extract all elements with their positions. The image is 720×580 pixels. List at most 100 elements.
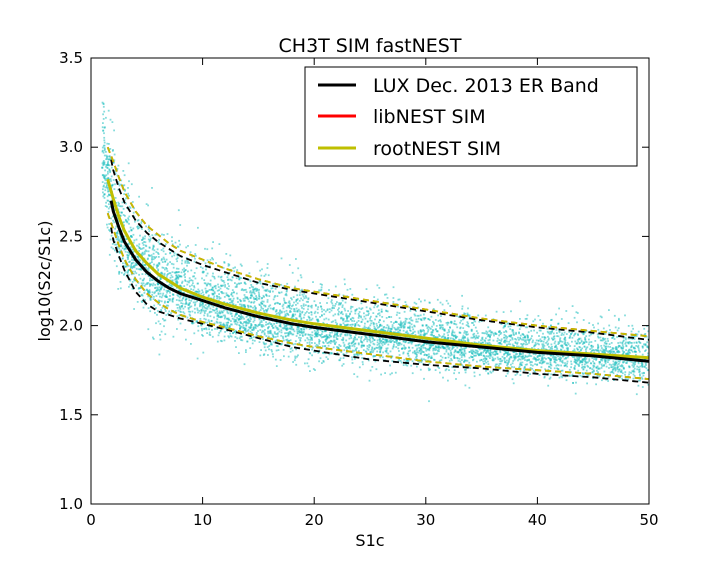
scatter-point bbox=[108, 223, 111, 225]
scatter-point bbox=[485, 358, 488, 361]
scatter-point bbox=[609, 346, 611, 348]
scatter-point bbox=[307, 308, 309, 311]
scatter-point bbox=[165, 258, 168, 261]
scatter-point bbox=[354, 336, 356, 339]
scatter-point bbox=[243, 332, 246, 335]
scatter-point bbox=[621, 350, 624, 352]
scatter-point bbox=[153, 304, 156, 307]
scatter-point bbox=[572, 356, 574, 358]
scatter-point bbox=[319, 283, 322, 285]
scatter-point bbox=[329, 331, 331, 334]
scatter-point bbox=[417, 344, 420, 347]
scatter-point bbox=[371, 366, 374, 368]
scatter-point bbox=[410, 342, 413, 345]
scatter-point bbox=[119, 287, 122, 290]
scatter-point bbox=[230, 335, 233, 338]
scatter-point bbox=[147, 307, 150, 309]
scatter-point bbox=[286, 343, 289, 346]
scatter-point bbox=[132, 259, 135, 261]
scatter-point bbox=[545, 362, 548, 365]
scatter-point bbox=[118, 184, 121, 187]
scatter-point bbox=[494, 333, 497, 335]
scatter-point bbox=[647, 354, 649, 357]
scatter-point bbox=[173, 252, 176, 254]
scatter-point bbox=[257, 282, 260, 284]
scatter-point bbox=[127, 218, 130, 221]
scatter-point bbox=[370, 320, 373, 322]
scatter-point bbox=[637, 347, 640, 350]
scatter-point bbox=[206, 307, 209, 310]
scatter-point bbox=[108, 158, 111, 161]
scatter-point bbox=[467, 313, 469, 316]
scatter-point bbox=[495, 310, 498, 313]
scatter-point bbox=[381, 344, 384, 347]
scatter-point bbox=[543, 375, 546, 378]
scatter-point bbox=[194, 301, 197, 304]
scatter-point bbox=[176, 245, 179, 248]
scatter-point bbox=[354, 357, 356, 360]
scatter-point bbox=[587, 361, 589, 364]
scatter-point bbox=[448, 359, 451, 362]
scatter-point bbox=[107, 211, 110, 213]
scatter-point bbox=[265, 335, 268, 337]
scatter-point bbox=[585, 357, 588, 360]
scatter-point bbox=[290, 324, 292, 327]
scatter-point bbox=[600, 345, 603, 347]
scatter-point bbox=[257, 324, 260, 326]
scatter-point bbox=[176, 328, 178, 330]
scatter-point bbox=[423, 318, 426, 321]
scatter-point bbox=[421, 330, 424, 332]
scatter-point bbox=[409, 309, 412, 312]
scatter-point bbox=[334, 313, 337, 316]
scatter-point bbox=[404, 336, 407, 339]
scatter-point bbox=[232, 299, 234, 302]
scatter-point bbox=[178, 306, 181, 309]
scatter-point bbox=[604, 340, 607, 343]
scatter-point bbox=[611, 352, 614, 355]
scatter-point bbox=[376, 324, 378, 327]
scatter-point bbox=[336, 301, 338, 303]
scatter-point bbox=[106, 166, 109, 169]
scatter-point bbox=[244, 299, 246, 302]
scatter-point bbox=[262, 330, 265, 333]
scatter-point bbox=[360, 316, 362, 319]
scatter-point bbox=[285, 314, 287, 317]
scatter-point bbox=[561, 359, 564, 362]
scatter-point bbox=[318, 342, 321, 345]
scatter-point bbox=[513, 354, 515, 357]
scatter-point bbox=[134, 264, 136, 267]
scatter-point bbox=[538, 329, 541, 332]
scatter-point bbox=[280, 310, 283, 313]
scatter-point bbox=[396, 328, 398, 331]
scatter-point bbox=[320, 308, 323, 310]
scatter-point bbox=[470, 355, 472, 358]
scatter-point bbox=[278, 330, 281, 333]
scatter-point bbox=[152, 245, 155, 248]
scatter-point bbox=[418, 343, 421, 346]
scatter-point bbox=[290, 317, 293, 319]
scatter-point bbox=[334, 330, 336, 333]
scatter-point bbox=[192, 322, 195, 324]
scatter-point bbox=[120, 239, 123, 241]
scatter-point bbox=[508, 340, 510, 343]
scatter-point bbox=[408, 327, 411, 329]
scatter-point bbox=[210, 311, 213, 313]
scatter-point bbox=[507, 363, 509, 366]
scatter-point bbox=[416, 320, 419, 323]
scatter-point bbox=[467, 307, 469, 310]
scatter-point bbox=[429, 368, 431, 371]
scatter-point bbox=[239, 298, 241, 301]
scatter-point bbox=[613, 361, 616, 364]
scatter-point bbox=[185, 298, 187, 301]
scatter-point bbox=[260, 324, 263, 326]
scatter-point bbox=[238, 314, 240, 317]
scatter-point bbox=[108, 164, 111, 167]
scatter-point bbox=[402, 329, 405, 332]
scatter-point bbox=[248, 326, 250, 329]
scatter-point bbox=[351, 345, 354, 347]
scatter-point bbox=[557, 368, 559, 370]
scatter-point bbox=[127, 162, 130, 165]
scatter-point bbox=[586, 374, 589, 377]
scatter-point bbox=[399, 360, 402, 362]
scatter-point bbox=[344, 301, 347, 304]
